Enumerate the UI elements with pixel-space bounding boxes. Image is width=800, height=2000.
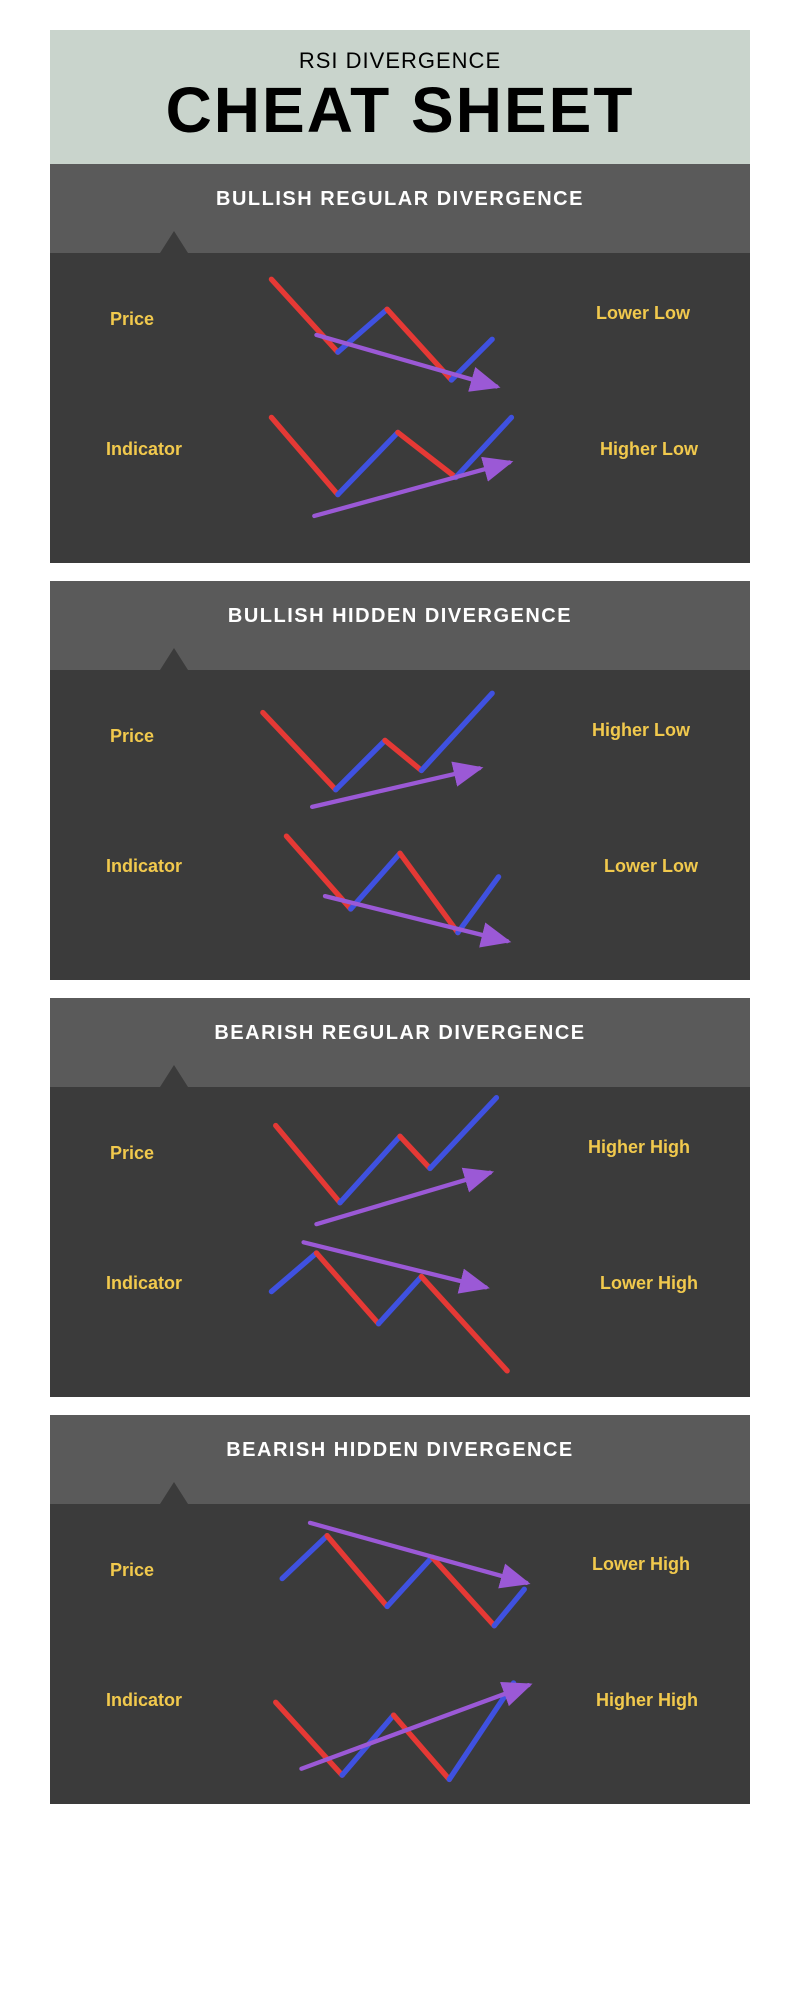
price-signal-label: Lower Low [596,303,690,324]
price-chart [250,1117,550,1246]
indicator-signal-label: Higher High [596,1690,698,1711]
panel-body: Price Indicator Higher Low Lower Low [50,670,750,980]
panel-body: Price Indicator Lower High Higher High [50,1504,750,1804]
price-chart [250,275,550,404]
price-signal-label: Higher Low [592,720,690,741]
price-label: Price [110,1560,154,1581]
header-title: CHEAT SHEET [50,78,750,142]
divergence-panel: BULLISH REGULAR DIVERGENCE Price Indicat… [50,164,750,563]
indicator-signal-label: Lower Low [604,856,698,877]
indicator-chart [250,1253,550,1382]
price-signal-label: Higher High [588,1137,690,1158]
indicator-label: Indicator [106,1273,182,1294]
indicator-chart [250,411,550,540]
price-label: Price [110,1143,154,1164]
indicator-signal-label: Higher Low [600,439,698,460]
header-block: RSI DIVERGENCE CHEAT SHEET [50,30,750,164]
price-label: Price [110,726,154,747]
panel-body: Price Indicator Higher High Lower High [50,1087,750,1397]
price-signal-label: Lower High [592,1554,690,1575]
panels-container: BULLISH REGULAR DIVERGENCE Price Indicat… [50,164,750,1804]
header-subtitle: RSI DIVERGENCE [50,48,750,74]
divergence-panel: BULLISH HIDDEN DIVERGENCE Price Indicato… [50,581,750,980]
indicator-chart [250,1668,550,1797]
price-chart [250,1540,550,1669]
indicator-signal-label: Lower High [600,1273,698,1294]
panel-title: BEARISH HIDDEN DIVERGENCE [50,1415,750,1504]
indicator-chart [250,834,550,963]
panel-body: Price Indicator Lower Low Higher Low [50,253,750,563]
cheat-sheet: RSI DIVERGENCE CHEAT SHEET BULLISH REGUL… [50,0,750,1804]
panel-title: BEARISH REGULAR DIVERGENCE [50,998,750,1087]
indicator-label: Indicator [106,1690,182,1711]
indicator-label: Indicator [106,856,182,877]
panel-title: BULLISH REGULAR DIVERGENCE [50,164,750,253]
indicator-label: Indicator [106,439,182,460]
divergence-panel: BEARISH HIDDEN DIVERGENCE Price Indicato… [50,1415,750,1804]
price-chart [250,704,550,833]
price-label: Price [110,309,154,330]
panel-title: BULLISH HIDDEN DIVERGENCE [50,581,750,670]
divergence-panel: BEARISH REGULAR DIVERGENCE Price Indicat… [50,998,750,1397]
